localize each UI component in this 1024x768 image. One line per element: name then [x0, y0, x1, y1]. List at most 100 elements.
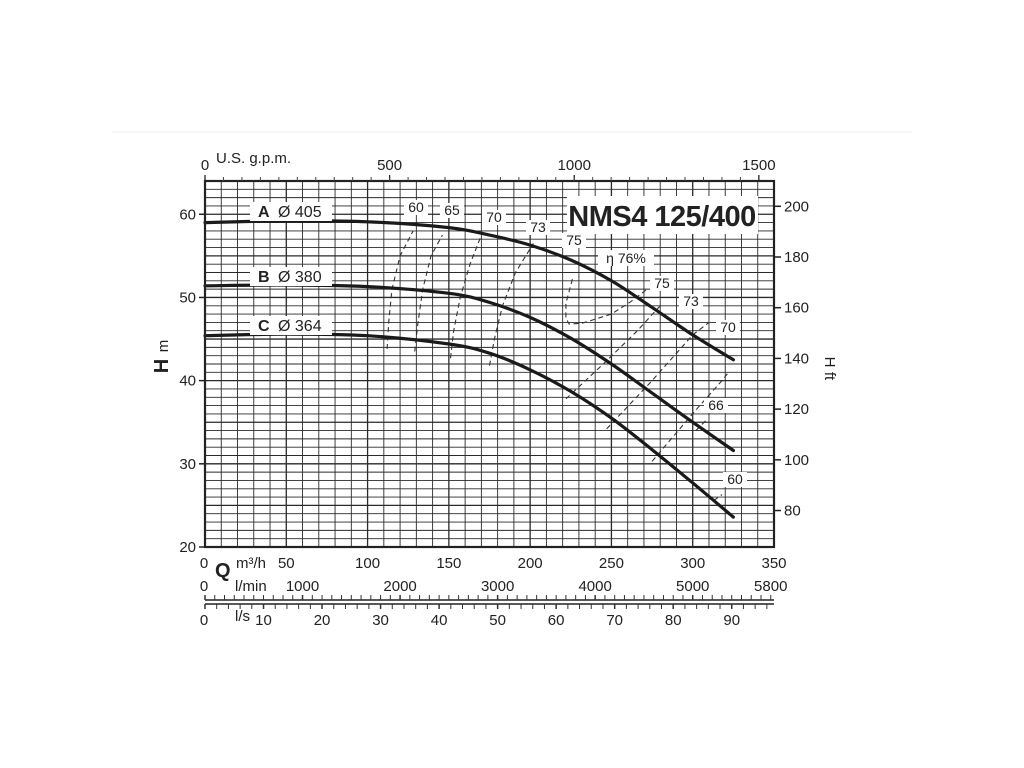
chart-title: NMS4 125/400	[568, 201, 755, 233]
h-unit-m: m	[155, 340, 172, 353]
plot-border	[203, 179, 776, 549]
efficiency-label-73: 73	[683, 293, 699, 309]
lmin-tick-label: 0	[200, 578, 208, 595]
efficiency-label-panel	[482, 210, 506, 225]
efficiency-label-60: 60	[408, 199, 424, 215]
labels: A Ø 405 B Ø 380 C Ø 364 60 65 70 73 75 75 73 70 66 60 η …	[151, 150, 838, 629]
efficiency-label-70: 70	[720, 319, 736, 335]
gpm-tick-label: 1500	[742, 157, 775, 174]
curve-letter-b: B	[258, 269, 270, 286]
h-m-tick-label: 30	[179, 456, 196, 473]
efficiency-label-75: 75	[654, 275, 670, 291]
h-letter-left: H	[151, 359, 173, 373]
m3h-tick-label: 150	[436, 555, 461, 572]
efficiency-contour-75	[565, 279, 648, 325]
curve-label-panel-a	[250, 202, 332, 221]
ls-tick-label: 90	[723, 612, 740, 629]
curve-diameter-a: Ø 405	[278, 204, 322, 221]
efficiency-label-66: 66	[708, 397, 724, 413]
m3h-tick-label: 250	[599, 555, 624, 572]
h-unit-ft: ft	[821, 372, 838, 381]
h-left-axis-title: Hm	[151, 340, 173, 373]
efficiency-label-panel	[716, 320, 740, 335]
efficiency-contour-75	[565, 305, 661, 400]
m3h-tick-label: 200	[518, 555, 543, 572]
best-efficiency-label: η 76%	[606, 250, 646, 266]
h-ft-tick-label: 100	[784, 452, 809, 469]
h-ft-tick-label: 140	[784, 350, 809, 367]
efficiency-contour-73	[606, 321, 710, 430]
efficiency-contour-70	[449, 234, 482, 359]
eta-label-panel	[598, 250, 654, 266]
h-m-tick-label: 50	[179, 289, 196, 306]
m3h-tick-label: 350	[761, 555, 786, 572]
curve-label-panel-c	[250, 316, 332, 335]
ls-tick-label: 40	[431, 612, 448, 629]
lmin-unit-label: l/min	[235, 578, 267, 595]
gpm-tick-label: 0	[201, 157, 209, 174]
h-m-tick-label: 20	[179, 539, 196, 556]
ls-tick-label: 20	[314, 612, 331, 629]
h-ft-tick-label: 120	[784, 401, 809, 418]
h-m-tick-label: 60	[179, 206, 196, 223]
efficiency-label-panel	[440, 203, 464, 218]
ls-tick-label: 0	[200, 612, 208, 629]
plot-frame	[203, 179, 776, 549]
efficiency-label-panel	[404, 200, 428, 215]
lmin-tick-label: 4000	[578, 578, 611, 595]
head-curve-c	[203, 332, 735, 519]
efficiency-label-panel	[526, 220, 550, 235]
curve-letter-c: C	[258, 318, 270, 335]
title-panel	[567, 196, 758, 234]
ls-tick-label: 80	[665, 612, 682, 629]
lmin-tick-label: 5000	[676, 578, 709, 595]
efficiency-contour-60	[713, 494, 723, 501]
efficiency-contour-66	[695, 420, 707, 431]
gpm-tick-label: 500	[377, 157, 402, 174]
ls-unit-label: l/s	[235, 608, 250, 625]
h-ft-tick-label: 80	[784, 503, 801, 520]
m3h-unit-label: m³/h	[236, 555, 266, 572]
ls-tick-label: 50	[489, 612, 506, 629]
efficiency-label-panel	[562, 233, 586, 248]
efficiency-label-70: 70	[486, 209, 502, 225]
gpm-tick-label: 1000	[558, 157, 591, 174]
lmin-tick-label: 2000	[383, 578, 416, 595]
efficiency-label-60: 60	[727, 471, 743, 487]
m3h-tick-label: 0	[200, 555, 208, 572]
efficiency-label-75: 75	[566, 232, 582, 248]
plot-grid	[112, 131, 912, 547]
h-ft-tick-label: 160	[784, 300, 809, 317]
ls-tick-label: 30	[372, 612, 389, 629]
h-m-tick-label: 40	[179, 373, 196, 390]
curve-letter-a: A	[258, 204, 270, 221]
efficiency-label-panel	[679, 294, 703, 309]
m3h-tick-label: 100	[355, 555, 380, 572]
efficiency-contours	[386, 230, 729, 501]
ls-tick-label: 60	[548, 612, 565, 629]
efficiency-label-panel	[704, 398, 728, 413]
efficiency-label-73: 73	[530, 219, 546, 235]
efficiency-label-panel	[650, 276, 674, 291]
lmin-tick-label: 3000	[481, 578, 514, 595]
efficiency-label-panel	[723, 472, 747, 487]
h-letter-right: H	[821, 357, 838, 368]
axis-ticks	[199, 175, 781, 609]
curve-diameter-b: Ø 380	[278, 269, 322, 286]
ls-tick-label: 10	[255, 612, 272, 629]
m3h-tick-label: 300	[680, 555, 705, 572]
lmin-tick-label: 1000	[286, 578, 319, 595]
h-ft-tick-label: 200	[784, 198, 809, 215]
m3h-tick-label: 50	[278, 555, 295, 572]
q-letter: Q	[215, 560, 231, 582]
ls-tick-label: 70	[606, 612, 623, 629]
curve-diameter-c: Ø 364	[278, 318, 322, 335]
efficiency-contour-70	[651, 371, 729, 462]
h-right-axis-title: Hft	[821, 357, 838, 381]
lmin-tick-label: 5800	[754, 578, 787, 595]
h-ft-tick-label: 180	[784, 249, 809, 266]
curve-label-panel-b	[250, 267, 332, 286]
gpm-unit-label: U.S. g.p.m.	[216, 150, 291, 167]
efficiency-label-65: 65	[444, 202, 460, 218]
